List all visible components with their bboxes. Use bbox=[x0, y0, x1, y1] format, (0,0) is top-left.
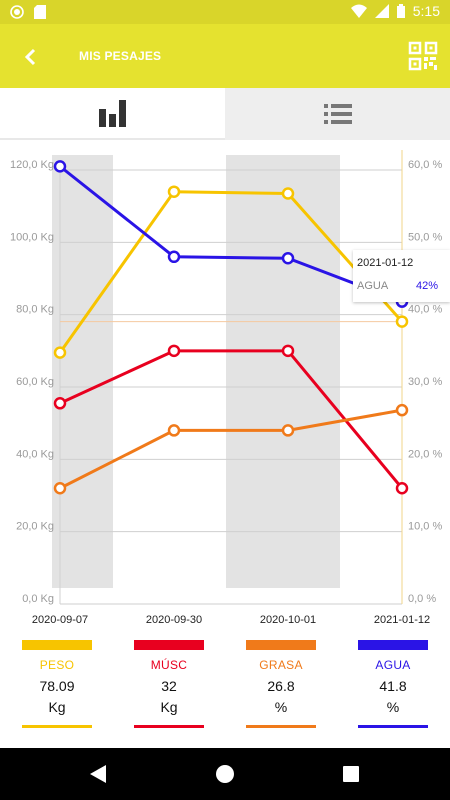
y-tick-label-right: 20,0 % bbox=[408, 448, 442, 460]
tooltip-series-name: AGUA bbox=[357, 280, 389, 292]
data-point bbox=[167, 250, 181, 264]
data-point bbox=[395, 403, 409, 417]
data-point bbox=[167, 185, 181, 198]
data-point bbox=[167, 344, 181, 358]
legend-underline bbox=[358, 725, 428, 728]
legend-swatch-peso bbox=[22, 640, 92, 650]
y-tick-label-left: 20,0 Kg bbox=[16, 521, 54, 533]
tooltip-date: 2021-01-12 bbox=[357, 257, 414, 269]
chart-band bbox=[226, 155, 340, 588]
x-tick-label: 2021-01-12 bbox=[374, 614, 430, 626]
data-point bbox=[281, 424, 295, 437]
data-point bbox=[53, 397, 67, 410]
y-tick-label-right: 50,0 % bbox=[408, 231, 442, 243]
nav-back-icon bbox=[90, 765, 106, 783]
series-line-grasa bbox=[59, 408, 403, 490]
y-tick-label-right: 40,0 % bbox=[408, 304, 442, 316]
legend-item-agua[interactable]: AGUA 41.8 % bbox=[358, 640, 428, 728]
back-arrow-icon bbox=[24, 48, 36, 66]
y-tick-label-right: 30,0 % bbox=[408, 376, 442, 388]
list-icon bbox=[323, 104, 352, 124]
nav-home-button[interactable] bbox=[213, 762, 237, 786]
legend-underline bbox=[22, 725, 92, 728]
system-nav-bar bbox=[0, 748, 450, 800]
legend: PESO 78.09 Kg MÚSC 32 Kg GRASA 26.8 % AG… bbox=[0, 640, 450, 740]
data-point bbox=[53, 482, 67, 495]
legend-value: 78.09 bbox=[39, 678, 75, 694]
legend-unit: % bbox=[274, 699, 288, 715]
legend-underline bbox=[246, 725, 316, 728]
legend-label: PESO bbox=[39, 658, 75, 672]
data-point bbox=[395, 482, 409, 495]
chart-band bbox=[52, 155, 113, 588]
legend-label: AGUA bbox=[375, 658, 411, 672]
signal-icon bbox=[374, 4, 389, 18]
chart-tooltip: 2021-01-12 AGUA 42% bbox=[353, 250, 450, 302]
legend-underline bbox=[134, 725, 204, 728]
wifi-icon bbox=[350, 4, 367, 18]
page-title: MIS PESAJES bbox=[79, 49, 162, 63]
legend-swatch-grasa bbox=[246, 640, 316, 650]
y-tick-label-left: 80,0 Kg bbox=[16, 304, 54, 316]
nav-recents-icon bbox=[343, 766, 359, 782]
tooltip-value: 42% bbox=[415, 280, 438, 292]
y-tick-label-right: 60,0 % bbox=[408, 159, 442, 171]
bar-chart-icon bbox=[98, 100, 126, 127]
qr-code-button[interactable] bbox=[408, 41, 438, 71]
legend-item-grasa[interactable]: GRASA 26.8 % bbox=[246, 640, 316, 728]
y-tick-label-right: 10,0 % bbox=[408, 521, 442, 533]
sd-card-icon bbox=[34, 5, 46, 19]
series-line-agua bbox=[59, 165, 403, 304]
legend-value: 41.8 bbox=[379, 678, 407, 694]
back-button[interactable] bbox=[14, 42, 46, 72]
data-point bbox=[53, 160, 67, 173]
data-point bbox=[281, 344, 295, 358]
nav-recents-button[interactable] bbox=[339, 762, 363, 786]
legend-swatch-agua bbox=[358, 640, 428, 650]
record-icon bbox=[10, 5, 24, 19]
data-point bbox=[167, 424, 181, 437]
data-point bbox=[53, 346, 67, 359]
legend-label: GRASA bbox=[259, 658, 303, 672]
chart-svg: 0,0 Kg 0,0 % 20,0 Kg 10,0 % 40,0 Kg 20,0 % 60,… bbox=[10, 150, 442, 626]
legend-item-musc[interactable]: MÚSC 32 Kg bbox=[134, 640, 204, 728]
tab-list[interactable] bbox=[225, 88, 450, 140]
y-tick-label-left: 40,0 Kg bbox=[16, 448, 54, 460]
status-bar: 5:15 bbox=[0, 0, 450, 24]
x-tick-label: 2020-09-30 bbox=[146, 614, 202, 626]
legend-unit: % bbox=[386, 699, 400, 715]
status-time: 5:15 bbox=[412, 3, 440, 19]
series-line-peso bbox=[58, 190, 404, 354]
legend-value: 26.8 bbox=[267, 678, 295, 694]
legend-swatch-musc bbox=[134, 640, 204, 650]
data-point bbox=[281, 251, 295, 265]
y-tick-label-left: 0,0 Kg bbox=[22, 593, 54, 605]
legend-unit: Kg bbox=[160, 699, 178, 715]
y-tick-label-left: 60,0 Kg bbox=[16, 376, 54, 388]
data-point bbox=[395, 315, 409, 328]
nav-home-icon bbox=[216, 765, 234, 783]
y-tick-label-left: 100,0 Kg bbox=[10, 231, 54, 243]
x-tick-label: 2020-09-07 bbox=[32, 614, 88, 626]
tab-bar bbox=[0, 88, 450, 140]
y-tick-label-left: 120,0 Kg bbox=[10, 159, 54, 171]
legend-item-peso[interactable]: PESO 78.09 Kg bbox=[22, 640, 92, 728]
tab-chart[interactable] bbox=[0, 88, 225, 140]
legend-unit: Kg bbox=[48, 699, 66, 715]
legend-label: MÚSC bbox=[150, 658, 188, 672]
battery-icon bbox=[396, 4, 405, 18]
nav-back-button[interactable] bbox=[86, 762, 110, 786]
qr-code-icon bbox=[408, 41, 438, 71]
app-bar: MIS PESAJES bbox=[0, 24, 450, 88]
legend-value: 32 bbox=[161, 678, 177, 694]
y-tick-label-right: 0,0 % bbox=[408, 593, 436, 605]
weight-history-chart: 0,0 Kg 0,0 % 20,0 Kg 10,0 % 40,0 Kg 20,0 % 60,… bbox=[0, 140, 450, 630]
x-tick-label: 2020-10-01 bbox=[260, 614, 316, 626]
data-point bbox=[281, 187, 295, 200]
